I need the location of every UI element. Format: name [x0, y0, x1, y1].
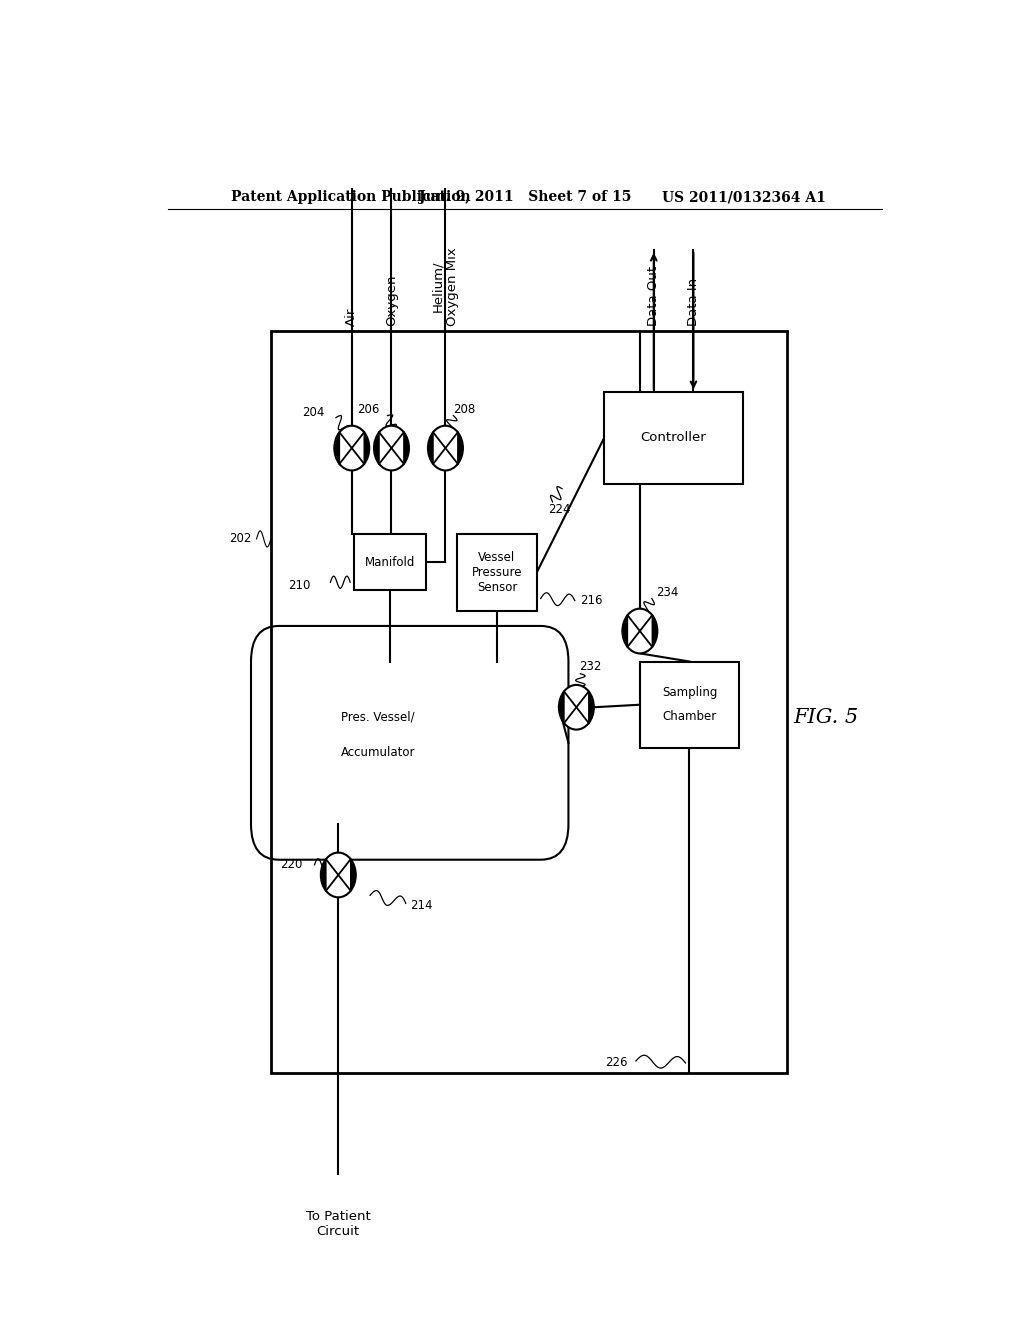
Text: Sensor: Sensor	[477, 581, 517, 594]
Text: 224: 224	[549, 503, 571, 516]
Circle shape	[321, 853, 355, 898]
Text: 232: 232	[579, 660, 601, 673]
Polygon shape	[559, 692, 564, 723]
Text: FIG. 5: FIG. 5	[794, 708, 859, 727]
Text: US 2011/0132364 A1: US 2011/0132364 A1	[663, 190, 826, 205]
Text: Helium/
Oxygen Mix: Helium/ Oxygen Mix	[431, 247, 460, 326]
Polygon shape	[350, 859, 355, 891]
Bar	[458, 535, 537, 611]
Circle shape	[623, 609, 657, 653]
Text: Air: Air	[345, 308, 358, 326]
Polygon shape	[365, 432, 370, 463]
Polygon shape	[589, 692, 594, 723]
Circle shape	[428, 426, 463, 470]
Text: Pres. Vessel/: Pres. Vessel/	[341, 711, 415, 723]
Text: Jun. 9, 2011   Sheet 7 of 15: Jun. 9, 2011 Sheet 7 of 15	[419, 190, 631, 205]
Polygon shape	[403, 432, 409, 463]
Text: 220: 220	[281, 858, 303, 871]
Circle shape	[374, 426, 409, 470]
Bar	[354, 535, 426, 590]
Polygon shape	[374, 432, 379, 463]
Text: 206: 206	[357, 403, 380, 416]
Text: 208: 208	[454, 403, 475, 416]
Text: Manifold: Manifold	[365, 556, 415, 569]
Text: Vessel: Vessel	[478, 550, 516, 564]
Text: Data Out: Data Out	[647, 267, 660, 326]
Text: Patent Application Publication: Patent Application Publication	[231, 190, 471, 205]
Text: 210: 210	[288, 578, 310, 591]
Bar	[270, 331, 786, 1073]
Polygon shape	[652, 615, 657, 647]
Text: Chamber: Chamber	[663, 710, 717, 723]
Text: 204: 204	[302, 407, 324, 418]
Text: Pressure: Pressure	[472, 566, 522, 579]
Text: Data In: Data In	[687, 279, 700, 326]
Polygon shape	[321, 859, 326, 891]
Text: To Patient
Circuit: To Patient Circuit	[306, 1210, 371, 1238]
Polygon shape	[458, 432, 463, 463]
Text: Accumulator: Accumulator	[341, 747, 416, 759]
Text: Sampling: Sampling	[662, 686, 717, 700]
Text: 216: 216	[581, 594, 603, 607]
Text: 214: 214	[410, 899, 432, 912]
Polygon shape	[428, 432, 433, 463]
Text: 234: 234	[655, 586, 678, 599]
Bar	[640, 661, 739, 748]
Circle shape	[334, 426, 370, 470]
Text: 202: 202	[228, 532, 251, 545]
Text: Oxygen: Oxygen	[385, 275, 398, 326]
Text: 226: 226	[605, 1056, 628, 1069]
Polygon shape	[334, 432, 339, 463]
Bar	[604, 392, 743, 483]
Text: Controller: Controller	[641, 432, 707, 445]
Circle shape	[559, 685, 594, 730]
Polygon shape	[623, 615, 628, 647]
